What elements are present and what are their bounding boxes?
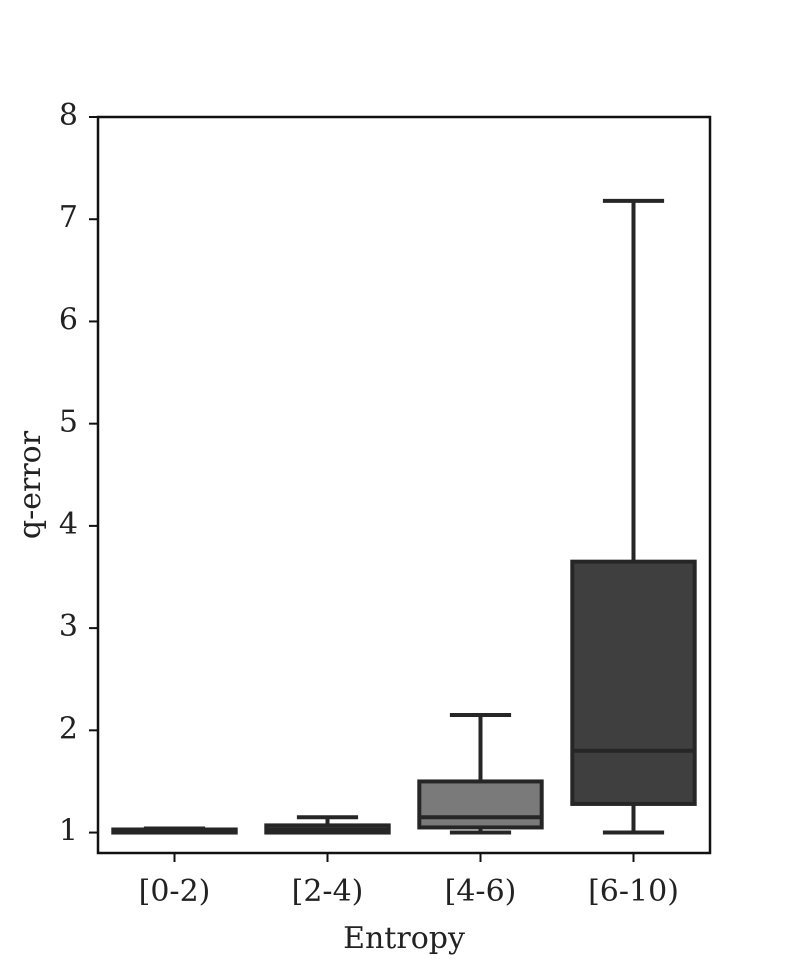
box-series	[111, 198, 697, 835]
x-tick-label: [6-10)	[588, 874, 679, 909]
y-tick-label: 4	[59, 507, 78, 542]
x-axis-title: Entropy	[343, 921, 465, 956]
y-tick-label: 1	[59, 814, 78, 849]
box-2	[264, 815, 391, 835]
plot-frame	[96, 115, 712, 855]
x-tick-label: [4-6)	[445, 874, 517, 909]
y-tick-label: 5	[59, 405, 78, 440]
box-body	[570, 559, 697, 806]
box-1	[111, 826, 238, 835]
y-tick-label: 6	[59, 302, 78, 337]
y-tick-label: 7	[59, 200, 78, 235]
y-axis: 1 2 3 4 5 6 7 8	[59, 98, 98, 849]
y-axis-title: q-error	[13, 430, 48, 539]
y-tick-label: 3	[59, 609, 78, 644]
x-tick-label: [2-4)	[292, 874, 364, 909]
box-4	[570, 198, 697, 835]
x-axis: [0-2) [2-4) [4-6) [6-10)	[139, 853, 679, 909]
y-tick-label: 2	[59, 711, 78, 746]
box-3	[417, 713, 544, 835]
box-body	[417, 779, 544, 830]
x-tick-label: [0-2)	[139, 874, 211, 909]
y-tick-label: 8	[59, 98, 78, 133]
